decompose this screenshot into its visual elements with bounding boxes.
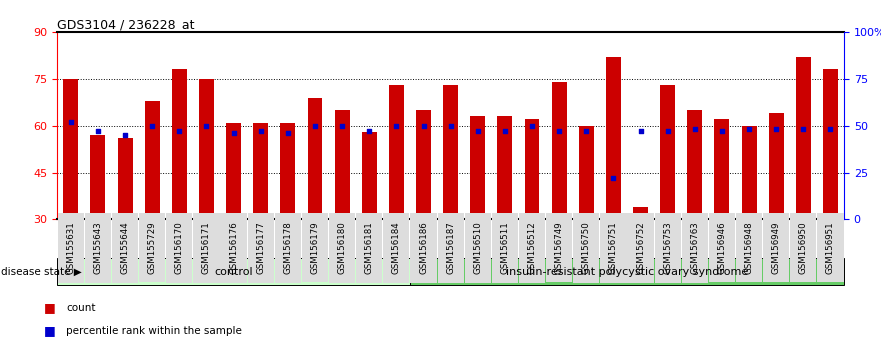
Bar (144, 101, 159, 219)
Point (824, 127, 838, 132)
Text: GSM156178: GSM156178 (284, 221, 292, 274)
Point (688, 127, 702, 132)
Bar (687, 110, 702, 219)
Point (199, 123, 213, 129)
Text: GSM156510: GSM156510 (473, 221, 482, 274)
Bar (335, 110, 350, 219)
Bar (389, 85, 403, 219)
Bar (307, 97, 322, 219)
Bar (742, 126, 757, 219)
Text: GSM156946: GSM156946 (717, 221, 727, 274)
Bar (470, 116, 485, 219)
Bar (416, 110, 431, 219)
Bar (91, 135, 106, 219)
Bar (552, 82, 566, 219)
Text: GSM156180: GSM156180 (337, 221, 346, 274)
Text: GSM156187: GSM156187 (446, 221, 455, 274)
Text: GSM156512: GSM156512 (528, 221, 537, 274)
Text: ■: ■ (44, 325, 56, 337)
Text: GSM156751: GSM156751 (609, 221, 618, 274)
Text: GSM156951: GSM156951 (825, 221, 835, 274)
Text: GDS3104 / 236228_at: GDS3104 / 236228_at (57, 18, 195, 31)
Text: GSM156171: GSM156171 (202, 221, 211, 274)
Bar (524, 119, 539, 219)
Text: count: count (66, 303, 95, 313)
Bar (796, 57, 811, 219)
Text: GSM156181: GSM156181 (365, 221, 374, 274)
Bar (280, 122, 295, 219)
Point (633, 129, 648, 134)
Point (525, 123, 539, 129)
Point (417, 123, 431, 129)
Bar (769, 113, 783, 219)
Bar (498, 116, 513, 219)
Point (118, 132, 132, 138)
Point (769, 127, 783, 132)
Text: GSM156749: GSM156749 (555, 221, 564, 274)
Bar (362, 132, 377, 219)
Bar (118, 138, 132, 219)
Point (389, 123, 403, 129)
Point (91, 129, 105, 134)
Bar (714, 119, 729, 219)
Point (742, 127, 756, 132)
Text: GSM156511: GSM156511 (500, 221, 509, 274)
Point (661, 129, 675, 134)
Text: GSM156170: GSM156170 (174, 221, 184, 274)
Text: GSM156176: GSM156176 (229, 221, 238, 274)
Text: GSM156186: GSM156186 (419, 221, 428, 274)
Point (254, 129, 268, 134)
Point (606, 175, 620, 181)
Bar (253, 122, 268, 219)
Point (335, 123, 349, 129)
Text: ■: ■ (44, 302, 56, 314)
Text: GSM156184: GSM156184 (392, 221, 401, 274)
Bar (606, 57, 621, 219)
Point (796, 127, 811, 132)
Text: control: control (214, 267, 253, 277)
Bar (63, 79, 78, 219)
Bar (579, 126, 594, 219)
Bar (823, 69, 838, 219)
Bar (443, 85, 458, 219)
Text: GSM156752: GSM156752 (636, 221, 645, 274)
Point (145, 123, 159, 129)
Point (443, 123, 458, 129)
Point (498, 129, 512, 134)
Point (63, 119, 78, 125)
Bar (199, 79, 214, 219)
Bar (633, 207, 648, 219)
Text: GSM156948: GSM156948 (744, 221, 753, 274)
Text: GSM156750: GSM156750 (581, 221, 591, 274)
Text: GSM155631: GSM155631 (66, 221, 76, 274)
Text: GSM155644: GSM155644 (121, 221, 130, 274)
Text: GSM156753: GSM156753 (663, 221, 672, 274)
Text: GSM156177: GSM156177 (256, 221, 265, 274)
Text: GSM156763: GSM156763 (691, 221, 700, 274)
Text: GSM156949: GSM156949 (772, 221, 781, 274)
Point (579, 129, 593, 134)
Point (226, 130, 241, 136)
Point (308, 123, 322, 129)
Bar (172, 69, 187, 219)
Bar (660, 85, 675, 219)
Point (173, 129, 187, 134)
Text: percentile rank within the sample: percentile rank within the sample (66, 326, 242, 336)
Text: GSM156179: GSM156179 (310, 221, 320, 274)
Point (362, 129, 376, 134)
Point (714, 129, 729, 134)
Point (470, 129, 485, 134)
Text: insulin-resistant polycystic ovary syndrome: insulin-resistant polycystic ovary syndr… (506, 267, 748, 277)
Point (552, 129, 566, 134)
Text: disease state ▶: disease state ▶ (1, 267, 82, 277)
Point (281, 130, 295, 136)
Bar (226, 122, 241, 219)
Text: GSM156950: GSM156950 (799, 221, 808, 274)
Text: GSM155729: GSM155729 (148, 221, 157, 274)
Text: GSM155643: GSM155643 (93, 221, 102, 274)
